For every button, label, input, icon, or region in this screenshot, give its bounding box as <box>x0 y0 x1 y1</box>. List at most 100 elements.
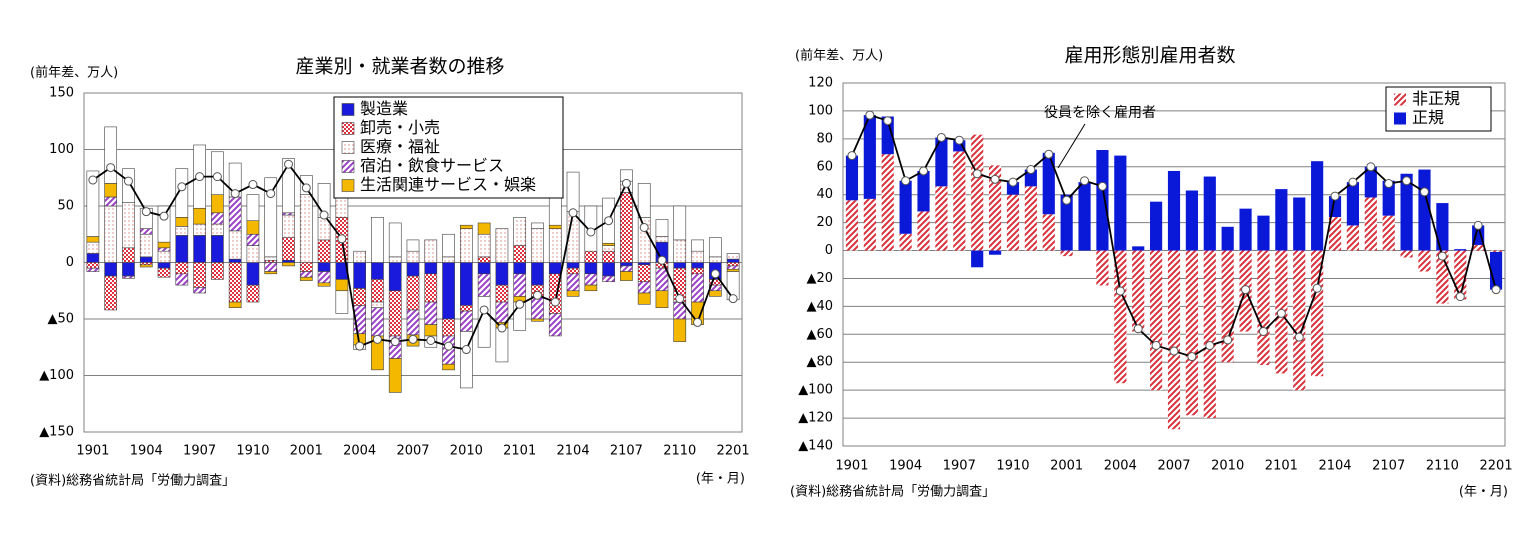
bar <box>513 262 527 275</box>
bar <box>388 358 402 393</box>
x-tick-label: 2201 <box>1480 459 1513 474</box>
bar <box>673 239 687 263</box>
bar <box>282 158 295 214</box>
y-tick-label: 60 <box>816 159 833 174</box>
bar <box>424 324 438 337</box>
bar <box>1311 250 1324 377</box>
x-tick-label: 2001 <box>1050 459 1083 474</box>
bar <box>1132 250 1145 332</box>
bar <box>495 228 509 263</box>
bar <box>971 250 984 268</box>
y-tick-label: ▲100 <box>798 383 833 398</box>
y-tick-label: 0 <box>825 243 833 258</box>
bar <box>193 223 206 236</box>
y-tick-label: ▲100 <box>39 368 74 383</box>
bar <box>246 220 260 235</box>
bar <box>1346 182 1360 226</box>
bar <box>264 256 278 261</box>
bar <box>104 126 118 184</box>
bar <box>1239 208 1252 251</box>
line-marker <box>1455 292 1465 302</box>
bar <box>406 262 420 277</box>
bar <box>1185 250 1198 416</box>
bar <box>881 154 894 251</box>
bar <box>406 275 420 311</box>
bar <box>157 247 171 252</box>
bar <box>1114 155 1127 251</box>
bar <box>1096 250 1109 286</box>
bar <box>175 262 189 275</box>
bar <box>175 273 189 286</box>
bar <box>863 115 876 199</box>
bar <box>139 264 153 268</box>
bar <box>211 212 224 225</box>
bar <box>299 271 313 278</box>
x-tick-label: 1907 <box>183 444 216 459</box>
x-tick-label: 1907 <box>943 459 976 474</box>
line-marker <box>1258 327 1268 337</box>
annotation-arrow <box>1057 123 1086 169</box>
bar <box>726 265 740 270</box>
bar <box>1024 169 1037 187</box>
line-marker <box>1097 181 1107 191</box>
bar <box>1024 186 1037 251</box>
line-marker <box>515 299 525 309</box>
y-axis-label: (前年差、万人) <box>795 48 883 64</box>
line-marker <box>972 169 982 179</box>
bar <box>139 256 153 263</box>
bar <box>1489 250 1503 252</box>
bar <box>1221 226 1234 251</box>
bar <box>122 262 135 277</box>
bar <box>317 239 331 263</box>
bar <box>157 205 171 243</box>
y-axis-label: (前年差、万人) <box>30 65 118 81</box>
line-marker <box>1062 195 1072 205</box>
line-marker <box>88 175 98 185</box>
bar <box>282 237 295 261</box>
bar <box>863 198 876 251</box>
bar <box>620 192 633 263</box>
bar <box>104 196 118 207</box>
bar <box>299 194 313 263</box>
bar <box>1203 250 1216 419</box>
line-marker <box>1008 177 1018 187</box>
bar <box>584 284 598 292</box>
bar <box>1132 246 1145 251</box>
bar <box>477 256 491 263</box>
bar <box>211 223 224 236</box>
y-tick-label: 80 <box>816 131 833 146</box>
bar <box>1400 250 1413 258</box>
line-marker <box>639 222 649 232</box>
bar <box>246 233 260 246</box>
y-tick-label: ▲150 <box>39 425 74 440</box>
bar <box>139 228 153 235</box>
bar <box>460 262 473 306</box>
bar <box>1006 194 1020 251</box>
bar <box>637 281 651 294</box>
bar <box>157 267 171 278</box>
line-marker <box>1080 176 1090 186</box>
bar <box>477 296 491 348</box>
bar <box>317 282 331 287</box>
bar <box>584 273 598 286</box>
line-marker <box>1115 286 1125 296</box>
x-tick-label: 2101 <box>1265 459 1298 474</box>
bar <box>1364 197 1377 251</box>
bar <box>122 168 135 203</box>
bar <box>406 250 420 263</box>
bar <box>1203 176 1216 251</box>
line-marker <box>372 334 382 344</box>
bar <box>424 239 438 263</box>
bar <box>637 292 651 305</box>
bar <box>953 151 966 251</box>
y-tick-label: ▲140 <box>798 439 833 454</box>
chart-title: 雇用形態別雇用者数 <box>1064 45 1235 67</box>
bar <box>548 262 562 275</box>
line-marker <box>1187 352 1197 362</box>
x-tick-label: 2107 <box>610 444 643 459</box>
legend-swatch <box>1394 112 1406 125</box>
bar <box>86 241 100 254</box>
bar <box>299 276 313 281</box>
line-marker <box>621 178 631 188</box>
bar <box>388 290 402 337</box>
